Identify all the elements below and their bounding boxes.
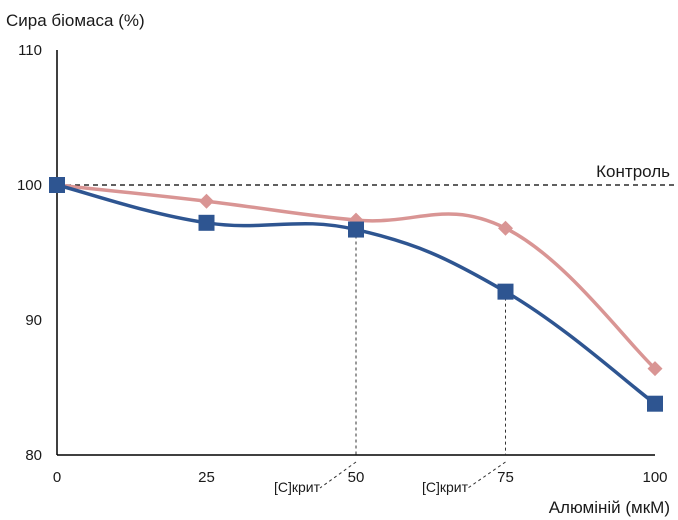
critical-leader-line (319, 461, 357, 489)
x-axis-title: Алюміній (мкМ) (549, 498, 670, 517)
data-point-square (49, 177, 65, 193)
reference-line-group: Контроль (57, 162, 678, 186)
x-tick-label: 25 (198, 469, 215, 486)
y-tick-label: 100 (17, 177, 42, 194)
series-line-diamond (56, 183, 657, 370)
y-axis-title: Сира біомаса (%) (6, 11, 145, 30)
critical-label: [C]крит (422, 479, 469, 495)
critical-label: [C]крит (274, 479, 321, 495)
data-point-square (348, 221, 364, 238)
data-point-square (497, 283, 514, 300)
control-label: Контроль (596, 162, 670, 181)
x-tick-label: 75 (497, 469, 514, 486)
data-point-diamond (498, 220, 513, 236)
data-point-diamond (199, 193, 214, 209)
x-tick-label: 100 (642, 469, 667, 486)
y-tick-label: 90 (25, 312, 42, 329)
data-point-square (198, 214, 215, 231)
x-tick-label: 50 (348, 469, 365, 486)
data-point-diamond (647, 361, 663, 377)
series-layer (49, 177, 663, 412)
critical-leader-line (467, 461, 506, 489)
axes (56, 50, 655, 456)
critical-markers-group: [C]крит [C]крит (274, 229, 506, 495)
x-tick-label: 0 (53, 469, 61, 486)
ticks-group: 0 25 50 75 100 80 90 100 110 (17, 42, 668, 486)
y-tick-label: 110 (18, 42, 42, 59)
data-point-square (647, 395, 663, 412)
y-tick-label: 80 (25, 447, 42, 464)
